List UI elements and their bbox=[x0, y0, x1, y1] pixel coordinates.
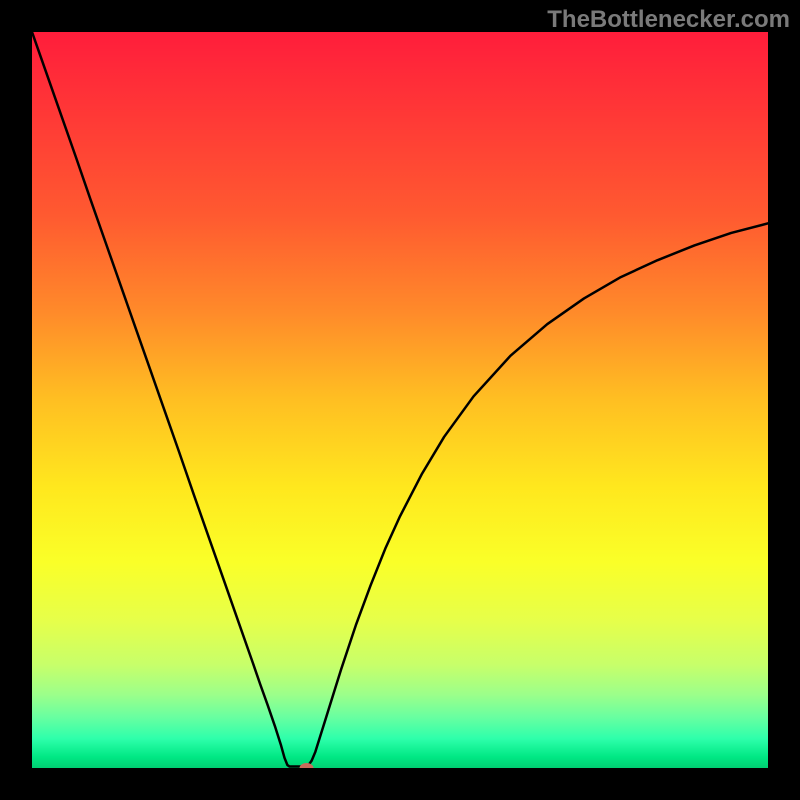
bottleneck-curve-chart bbox=[32, 32, 768, 768]
watermark-text: TheBottlenecker.com bbox=[547, 6, 790, 34]
plot-area bbox=[32, 32, 768, 768]
chart-frame: TheBottlenecker.com bbox=[0, 0, 800, 800]
gradient-background bbox=[32, 32, 768, 768]
